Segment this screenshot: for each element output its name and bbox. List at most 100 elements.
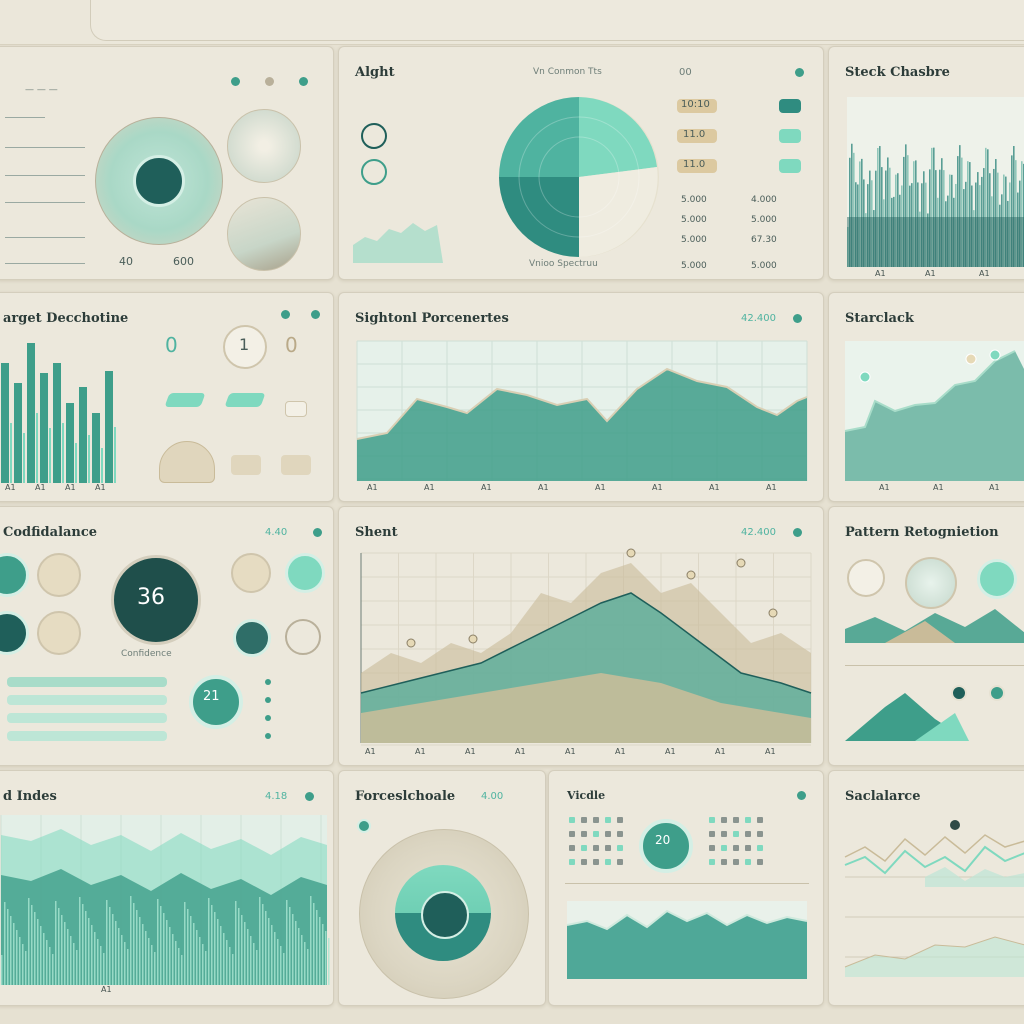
- slider-chip-2[interactable]: [224, 393, 266, 407]
- panel-title: Steck Chasbre: [845, 65, 950, 80]
- photo-thumb-coral[interactable]: [227, 109, 301, 183]
- panel-saclalarce: Saclalarce: [828, 770, 1024, 1006]
- panel-index: d Indes 4.18 A1: [0, 770, 334, 1006]
- x-tick: A1: [765, 747, 776, 756]
- index-area-chart: [0, 815, 330, 985]
- confidence-value: 36: [137, 585, 165, 610]
- confidence-gauge[interactable]: [111, 555, 201, 645]
- toggle-3[interactable]: [779, 159, 801, 173]
- panel-value: 4.40: [265, 527, 288, 538]
- panel-title: Forceslchoale: [355, 789, 456, 804]
- row-value-right: 4.000: [751, 195, 777, 205]
- row-value-right: 67.30: [751, 235, 777, 245]
- x-tick: A1: [481, 483, 492, 492]
- panel-value: 4.00: [481, 791, 504, 802]
- target-bar-chart: [1, 343, 116, 483]
- slider-chip-1[interactable]: [164, 393, 206, 407]
- panel-starclack: Starclack A1 A1 A1: [828, 292, 1024, 502]
- x-tick: A1: [95, 483, 106, 492]
- x-tick: A1: [615, 747, 626, 756]
- x-tick: A1: [5, 483, 16, 492]
- x-tick: A1: [875, 269, 886, 278]
- x-tick: A1: [989, 483, 1000, 492]
- dial-value-b: 600: [173, 255, 194, 268]
- panel-value: 4.18: [265, 791, 288, 802]
- area-chart: [356, 340, 808, 481]
- value-pill-3[interactable]: 11.0: [677, 159, 717, 173]
- half-gauge[interactable]: [159, 441, 215, 483]
- x-tick: A1: [515, 747, 526, 756]
- x-tick: A1: [35, 483, 46, 492]
- panel-alght: Alght Vn Conmon Tts Vnioo Spectruu 10:10…: [338, 46, 824, 280]
- x-tick: A1: [365, 747, 376, 756]
- toggle-2[interactable]: [779, 129, 801, 143]
- gauge-value: 0: [165, 333, 178, 357]
- x-tick: A1: [465, 747, 476, 756]
- panel-pattern: Pattern Retognietion: [828, 506, 1024, 766]
- stacked-area-chart: [360, 548, 812, 746]
- x-tick: A1: [101, 985, 112, 994]
- mini-area-chart: [353, 223, 443, 263]
- clock-gauge[interactable]: [223, 325, 267, 369]
- panel-target: arget Decchotine A1 A1 A1 A1 0 1 0: [0, 292, 334, 502]
- x-tick: A1: [933, 483, 944, 492]
- panel-title: Alght: [355, 65, 395, 80]
- x-tick: A1: [565, 747, 576, 756]
- panel-title: arget Decchotine: [3, 311, 129, 326]
- sub-gauge-value: 21: [203, 689, 220, 704]
- panel-value: 42.400: [741, 527, 776, 538]
- pattern-peak: [845, 693, 969, 741]
- x-tick: A1: [652, 483, 663, 492]
- panel-percentages: Sightonl Porcenertes 42.400 A1 A1 A1 A1 A1 A1…: [338, 292, 824, 502]
- pie-top-label: Vn Conmon Tts: [533, 67, 602, 77]
- x-tick: A1: [715, 747, 726, 756]
- x-tick: A1: [709, 483, 720, 492]
- top-bar-tab: [90, 0, 1024, 41]
- row-value: 5.000: [681, 261, 707, 271]
- panel-shent: Shent 42.400 A1 A1 A1 A1 A1 A1 A1 A1 A1: [338, 506, 824, 766]
- sub-gauge[interactable]: [189, 675, 243, 729]
- panel-title: Saclalarce: [845, 789, 921, 804]
- panel-title: Sightonl Porcenertes: [355, 311, 509, 326]
- panel-forecast: Forceslchoale 4.00: [338, 770, 546, 1006]
- x-tick: A1: [367, 483, 378, 492]
- x-tick: A1: [538, 483, 549, 492]
- toggle-1[interactable]: [779, 99, 801, 113]
- x-tick: A1: [415, 747, 426, 756]
- center-gauge-value: 20: [655, 833, 671, 847]
- center-gauge[interactable]: [639, 819, 693, 873]
- panel-controls: — — — 40 600: [0, 46, 334, 280]
- value-pill-1[interactable]: 10:10: [677, 99, 717, 113]
- top-bar: [0, 0, 1024, 45]
- row-value-right: 5.000: [751, 261, 777, 271]
- panel-title: Vicdle: [567, 789, 606, 802]
- panel-stock-chart: Steck Chasbre A1 A1 A1: [828, 46, 1024, 280]
- x-tick: A1: [979, 269, 990, 278]
- row-value-right: 5.000: [751, 215, 777, 225]
- control-label: — — —: [25, 85, 58, 95]
- line-area-chart: [844, 341, 1024, 481]
- pie-chart: [499, 97, 659, 257]
- saclalarce-line-chart: [844, 820, 1024, 977]
- row-value: 5.000: [681, 215, 707, 225]
- top-value: 00: [679, 67, 692, 78]
- vicdle-area-chart: [566, 901, 808, 979]
- x-tick: A1: [424, 483, 435, 492]
- x-tick: A1: [766, 483, 777, 492]
- confidence-caption: Confidence: [121, 649, 172, 659]
- photo-thumb-trees[interactable]: [227, 197, 301, 271]
- x-tick: A1: [665, 747, 676, 756]
- panel-confidence: Codfidalance 4.40 36 Confidence 21: [0, 506, 334, 766]
- x-tick: A1: [595, 483, 606, 492]
- row-value: 5.000: [681, 235, 707, 245]
- stock-bar-chart: [847, 97, 1024, 267]
- pattern-mountain: [845, 609, 1024, 643]
- gauge-value: 0: [285, 333, 298, 357]
- value-pill-2[interactable]: 11.0: [677, 129, 717, 143]
- x-tick: A1: [925, 269, 936, 278]
- dial-value-a: 40: [119, 255, 133, 268]
- slider-chip-3[interactable]: [285, 401, 307, 417]
- panel-title: Codfidalance: [3, 525, 98, 540]
- panel-vicdle: Vicdle 20: [548, 770, 824, 1006]
- panel-title: Shent: [355, 525, 398, 540]
